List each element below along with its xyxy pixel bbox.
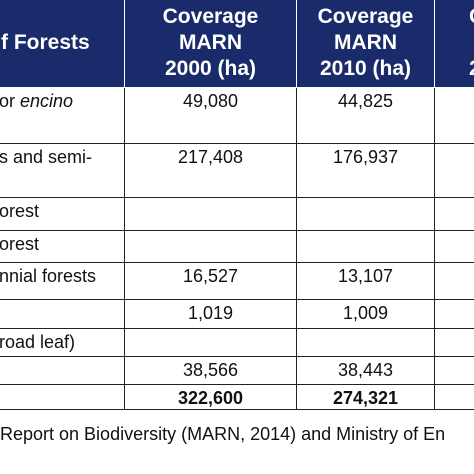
table-row: orest — [0, 197, 474, 231]
coverage-2000-cell — [124, 328, 297, 357]
header-coverage-2000-line1: Coverage — [162, 5, 259, 28]
table-row: or encino 49,080 44,825 — [0, 87, 474, 144]
table-row: s and semi- 217,408 176,937 — [0, 143, 474, 198]
table-row: 1,019 1,009 — [0, 299, 474, 329]
table-row: nnial forests 16,527 13,107 — [0, 262, 474, 300]
next-column-cell — [434, 197, 474, 231]
forest-type-cell — [0, 384, 125, 410]
next-column-cell — [434, 262, 474, 300]
coverage-2010-cell — [296, 328, 435, 357]
coverage-2000-cell: 1,019 — [124, 299, 297, 329]
source-note: Report on Biodiversity (MARN, 2014) and … — [0, 424, 446, 444]
header-next-line1: C — [469, 4, 474, 30]
header-next-column: C 2 — [434, 0, 474, 88]
forest-type-text: or — [0, 91, 21, 111]
next-column-cell — [434, 143, 474, 198]
coverage-2010-cell: 13,107 — [296, 262, 435, 300]
coverage-2000-cell — [124, 197, 297, 231]
forest-type-text: nnial forests — [0, 266, 97, 286]
forest-type-cell — [0, 299, 125, 329]
forest-type-text: s and semi- — [0, 147, 93, 167]
coverage-2010-cell: 274,321 — [296, 384, 435, 410]
header-coverage-2010-line3: 2010 (ha) — [319, 57, 412, 80]
coverage-2010-cell — [296, 197, 435, 231]
coverage-2010-cell: 44,825 — [296, 87, 435, 144]
forest-type-cell — [0, 356, 125, 385]
coverage-2000-cell: 49,080 — [124, 87, 297, 144]
table-row: 322,600 274,321 — [0, 384, 474, 410]
next-column-cell — [434, 384, 474, 410]
forest-coverage-table: f Forests Coverage MARN 2000 (ha) Covera… — [0, 0, 474, 410]
next-column-cell — [434, 299, 474, 329]
coverage-2000-cell: 322,600 — [124, 384, 297, 410]
coverage-2000-cell — [124, 230, 297, 263]
header-coverage-2000-line2: MARN — [179, 31, 242, 54]
header-next-line3: 2 — [469, 56, 474, 82]
next-column-cell — [434, 87, 474, 144]
coverage-2010-cell: 1,009 — [296, 299, 435, 329]
next-column-cell — [434, 230, 474, 263]
forest-type-cell: or encino — [0, 87, 125, 144]
header-forest-type: f Forests — [0, 0, 125, 88]
header-row: f Forests Coverage MARN 2000 (ha) Covera… — [0, 0, 474, 88]
coverage-2000-cell: 16,527 — [124, 262, 297, 300]
header-coverage-2010: Coverage MARN 2010 (ha) — [296, 0, 435, 88]
coverage-2000-cell: 38,566 — [124, 356, 297, 385]
table-row: road leaf) — [0, 328, 474, 357]
table-row: orest — [0, 230, 474, 263]
header-coverage-2010-line1: Coverage — [317, 5, 414, 28]
forest-type-text: orest — [0, 201, 40, 221]
coverage-2010-cell: 38,443 — [296, 356, 435, 385]
header-coverage-2000: Coverage MARN 2000 (ha) — [124, 0, 297, 88]
header-coverage-2000-line3: 2000 (ha) — [164, 57, 257, 80]
forest-type-cell: orest — [0, 230, 125, 263]
forest-type-cell: road leaf) — [0, 328, 125, 357]
forest-type-italic-text: encino — [20, 91, 74, 111]
table-row: 38,566 38,443 — [0, 356, 474, 385]
coverage-2000-cell: 217,408 — [124, 143, 297, 198]
header-coverage-2010-line2: MARN — [334, 31, 397, 54]
forest-type-cell: orest — [0, 197, 125, 231]
coverage-2010-cell: 176,937 — [296, 143, 435, 198]
coverage-2010-cell — [296, 230, 435, 263]
forest-type-cell: s and semi- — [0, 143, 125, 198]
next-column-cell — [434, 328, 474, 357]
forest-type-cell: nnial forests — [0, 262, 125, 300]
forest-type-text: orest — [0, 234, 40, 254]
next-column-cell — [434, 356, 474, 385]
forest-type-text: road leaf) — [0, 332, 76, 352]
